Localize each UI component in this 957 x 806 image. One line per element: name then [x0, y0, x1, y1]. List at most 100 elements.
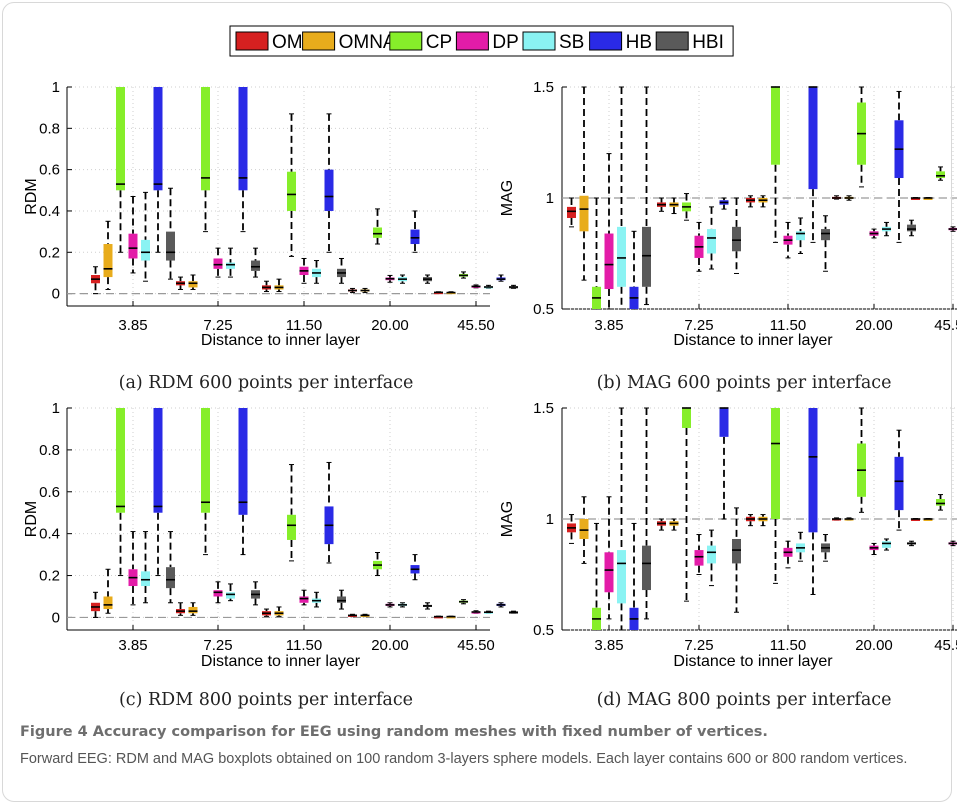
y-axis-label: MAG — [499, 501, 516, 537]
y-tick-label: 0.8 — [39, 120, 60, 137]
panel-4 — [561, 407, 957, 631]
box-omna — [579, 195, 589, 232]
box-om — [567, 206, 576, 218]
y-tick-label: 0 — [52, 286, 60, 303]
box-hbi — [821, 229, 830, 241]
panel-subcaption: (a) RDM 600 points per interface — [119, 373, 414, 393]
box-sb — [226, 592, 235, 599]
box-dp — [299, 596, 309, 603]
x-axis-label: Distance to inner layer — [673, 332, 833, 349]
panel-subcaption: (b) MAG 600 points per interface — [597, 373, 892, 393]
legend-label-hbi: HBI — [692, 32, 724, 53]
legend-label-cp: CP — [426, 32, 452, 53]
x-tick-label: 45.50 — [934, 317, 957, 334]
legend-swatch-cp — [389, 31, 423, 51]
box-sb — [141, 239, 150, 261]
legend-swatch-omna — [302, 31, 336, 51]
y-tick-label: 0.5 — [533, 622, 554, 639]
box-cp — [287, 514, 296, 540]
figure-4-boxplots: OM OMNA CP DP SB HB HBI 0 0.2 0.4 0.6 0.8 1 3.85 7.25 1… — [23, 25, 957, 710]
box-hbi — [732, 226, 741, 252]
box-hbi — [337, 596, 346, 603]
y-tick-label: 1.5 — [533, 400, 554, 417]
legend-swatch-hbi — [655, 31, 689, 51]
box-hbi — [907, 224, 916, 232]
legend-label-sb: SB — [559, 32, 584, 53]
y-tick-label: 0.8 — [39, 442, 60, 459]
x-tick-label: 7.25 — [203, 317, 232, 334]
figure-caption-title: Figure 4 Accuracy comparison for EEG usi… — [20, 724, 768, 740]
box-hb — [808, 408, 818, 533]
y-tick-label: 1.5 — [533, 79, 554, 96]
box-sb — [707, 545, 716, 564]
panel-subcaption: (c) RDM 800 points per interface — [119, 690, 413, 710]
x-tick-label: 3.85 — [118, 317, 147, 334]
panel-2 — [561, 86, 957, 310]
box-hbi — [166, 567, 175, 589]
box-hb — [153, 408, 163, 513]
x-axis-label: Distance to inner layer — [673, 653, 833, 670]
y-tick-label: 0 — [52, 609, 60, 626]
x-tick-label: 20.00 — [855, 637, 893, 654]
box-omna — [188, 281, 198, 288]
box-sb — [882, 541, 891, 548]
y-axis-label: MAG — [499, 180, 516, 216]
box-omna — [188, 606, 198, 614]
box-dp — [604, 233, 614, 290]
y-tick-label: 1 — [52, 400, 60, 417]
x-tick-label: 11.50 — [286, 637, 322, 654]
box-hbi — [642, 226, 651, 287]
y-axis-label: RDM — [23, 178, 40, 214]
y-tick-label: 0.6 — [39, 162, 60, 179]
x-tick-label: 3.85 — [594, 317, 623, 334]
y-tick-label: 0.4 — [39, 526, 60, 543]
box-sb — [226, 262, 235, 269]
box-cp — [116, 408, 125, 513]
box-hb — [719, 408, 729, 437]
x-tick-label: 45.50 — [457, 317, 495, 334]
legend-swatch-dp — [455, 31, 489, 51]
box-hbi — [732, 538, 741, 564]
y-tick-label: 0.4 — [39, 203, 60, 220]
legend-label-omna: OMNA — [339, 32, 396, 53]
legend-swatch-hb — [589, 31, 623, 51]
box-cp — [287, 171, 296, 211]
box-sb — [141, 571, 150, 587]
box-cp — [373, 227, 382, 238]
x-tick-label: 20.00 — [371, 637, 409, 654]
box-omna — [579, 519, 589, 539]
y-tick-label: 0.2 — [39, 244, 60, 261]
box-dp — [213, 258, 223, 269]
box-cp — [936, 171, 945, 179]
box-sb — [707, 229, 716, 254]
box-sb — [617, 550, 626, 604]
legend-swatch-om — [235, 31, 269, 51]
box-cp — [771, 408, 780, 519]
y-tick-label: 0.5 — [533, 301, 554, 318]
x-axis-label: Distance to inner layer — [201, 653, 361, 670]
box-om — [911, 198, 920, 200]
box-hb — [238, 408, 248, 515]
box-sb — [796, 231, 805, 241]
x-tick-label: 45.50 — [457, 637, 495, 654]
y-tick-label: 0.6 — [39, 484, 60, 501]
x-tick-label: 7.25 — [684, 317, 713, 334]
legend-label-hb: HB — [626, 32, 652, 53]
box-sb — [617, 226, 626, 287]
box-om — [911, 519, 920, 521]
x-tick-label: 20.00 — [371, 317, 409, 334]
y-tick-label: 1 — [546, 190, 554, 207]
box-cp — [936, 499, 945, 506]
box-dp — [128, 233, 138, 259]
box-hb — [153, 87, 163, 191]
y-axis-label: RDM — [23, 501, 40, 537]
box-hb — [324, 169, 334, 211]
y-tick-label: 1 — [52, 79, 60, 96]
box-hb — [238, 87, 248, 191]
x-tick-label: 20.00 — [855, 317, 893, 334]
panel-3 — [66, 407, 518, 631]
y-tick-label: 0.2 — [39, 568, 60, 585]
panel-subcaption: (d) MAG 800 points per interface — [597, 690, 892, 710]
legend-label-dp: DP — [492, 32, 518, 53]
box-omna — [923, 519, 933, 521]
